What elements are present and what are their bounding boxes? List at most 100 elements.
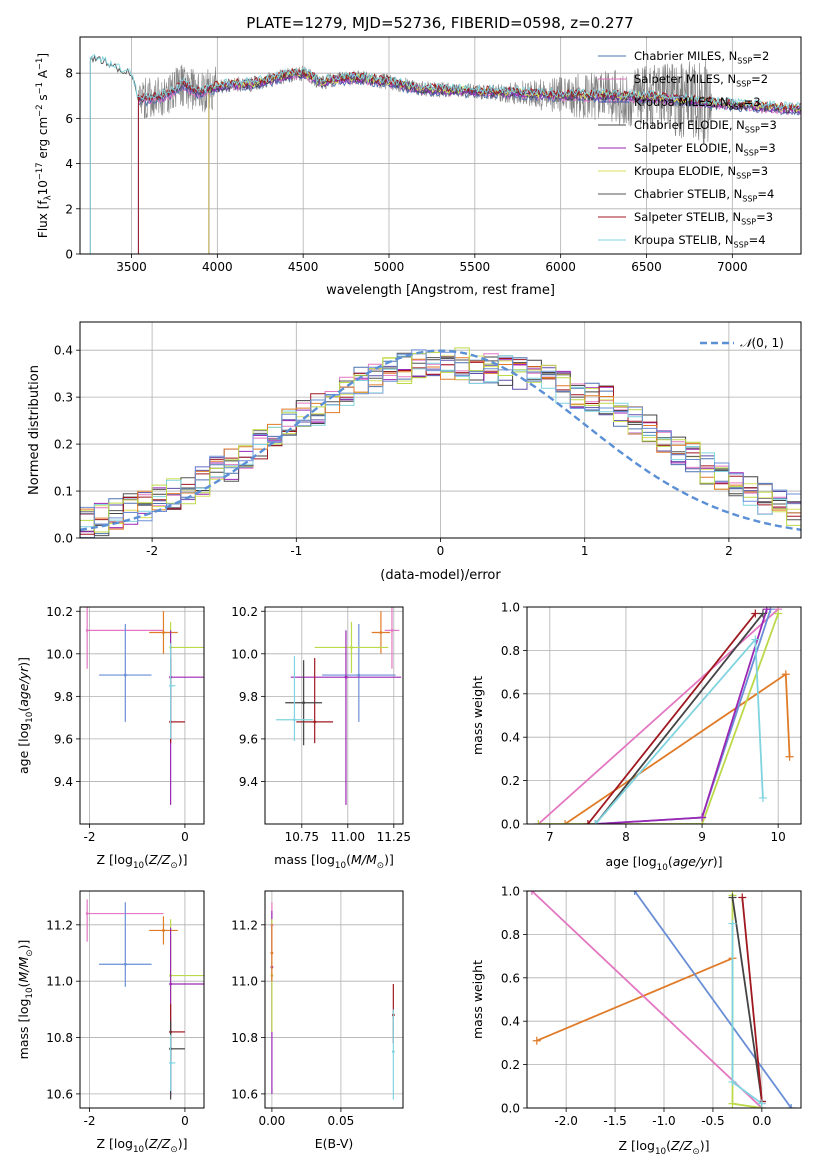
massweight-marker — [728, 1077, 737, 1086]
mass-z-xlabel-part: )] — [178, 1136, 188, 1151]
legend-entry: Kroupa STELIB, NSSP​=4 — [634, 233, 766, 249]
spectrum-ylabel-part: −1 — [34, 82, 44, 94]
massweight-vs-age-panel: 7 8 9 10 0.0 0.2 0.4 0.6 0.8 1.0 age [log10​(age/y… — [470, 601, 802, 873]
age-mass-xtick-label: 11.00 — [331, 830, 365, 844]
mw-z-ytick-label: 1.0 — [501, 885, 520, 899]
massweight-marker — [630, 891, 639, 895]
massweight-line — [633, 891, 792, 1108]
massweight-marker — [751, 635, 760, 644]
residuals-ytick-label: 0.3 — [54, 391, 73, 405]
mass-ebv-frame — [264, 890, 404, 1109]
mass-z-ytick-label: 11.0 — [46, 975, 73, 989]
spectrum-ylabel-part: λ — [43, 195, 53, 200]
mw-age-ytick-label: 1.0 — [501, 601, 520, 615]
age-z-xlabel-part: ( — [144, 852, 149, 867]
residuals-xlabel: (data-model)/error — [380, 568, 501, 583]
mw-age-ytick-label: 0.6 — [501, 687, 520, 701]
data-point — [391, 1050, 395, 1054]
mass-z-xlabel-part: Z [log — [97, 1136, 133, 1151]
mass-z-plot-area — [85, 899, 204, 1100]
mw-z-xtick-label: 0.0 — [752, 1114, 771, 1128]
residual-histogram — [80, 349, 801, 538]
mass-ebv-plot-area — [270, 902, 395, 1100]
mass-ebv-xtick-label: 0.05 — [328, 1114, 355, 1128]
spectrum-axes: 3500 4000 4500 5000 5500 6000 6500 7000 0 2 4 6 8 — [65, 36, 802, 274]
massweight-marker — [561, 820, 570, 824]
mass-ebv-ytick-label: 11.0 — [231, 975, 258, 989]
residuals-xtick-label: 0 — [437, 544, 445, 558]
legend-entry-part: =2 — [752, 49, 769, 63]
legend-entry-part: =3 — [760, 118, 777, 132]
mw-age-xlabel: age [log10​(age/yr)] — [605, 854, 722, 873]
model-spectrum-line — [89, 54, 801, 254]
mw-age-xtick-label: 9 — [698, 830, 706, 844]
residuals-legend: 𝒩(0, 1) — [700, 336, 784, 350]
age-z-ylabel-part: )] — [16, 657, 31, 667]
mass-z-xlabel-part: ( — [144, 1136, 149, 1151]
legend-entry-part: Kroupa STELIB, N — [634, 233, 734, 247]
massweight-marker — [751, 609, 760, 618]
legend-entry: Kroupa ELODIE, NSSP​=3 — [634, 164, 768, 180]
mw-z-ytick-label: 0.8 — [501, 928, 520, 942]
mass-z-ylabel-part: mass [log — [16, 999, 31, 1060]
age-z-axes: -2 0 9.4 9.6 9.8 10.0 10.2 — [46, 605, 205, 844]
age-mass-grid — [265, 607, 403, 824]
data-point — [302, 701, 306, 705]
massweight-marker — [774, 609, 783, 618]
data-point — [357, 673, 361, 677]
spectrum-xtick-label: 4000 — [202, 260, 233, 274]
legend-entry: Salpeter MILES, NSSP​=2 — [634, 72, 768, 88]
spectrum-xtick-label: 7000 — [717, 260, 748, 274]
figure-title: PLATE=1279, MJD=52736, FIBERID=0598, z=0… — [246, 14, 633, 32]
data-point — [85, 629, 89, 632]
mw-z-xlabel-part: Z [log — [619, 1138, 655, 1153]
legend-entry: Salpeter STELIB, NSSP​=3 — [634, 210, 773, 226]
legend-entry-part: Salpeter MILES, N — [634, 72, 736, 86]
mass-z-ylabel-part: )] — [16, 940, 31, 950]
mw-age-ytick-label: 0.4 — [501, 731, 520, 745]
spectrum-xlabel: wavelength [Angstrom, rest frame] — [326, 283, 555, 298]
age-z-xlabel-part: )] — [178, 852, 188, 867]
data-point — [169, 982, 173, 986]
residuals-plot-area — [80, 347, 801, 538]
spectrum-ytick-label: 6 — [65, 112, 73, 126]
massweight-vs-metallicity-panel: -2.0 -1.5 -1.0 -0.5 0.0 0.0 0.2 0.4 0.6 0.8 1.0 Z [… — [470, 885, 802, 1157]
mass-ebv-xtick-label: 0.00 — [259, 1114, 286, 1128]
mass-z-ytick-label: 10.8 — [46, 1031, 73, 1045]
age-mass-xtick-label: 11.25 — [377, 830, 411, 844]
massweight-marker — [527, 891, 536, 895]
spectrum-ylabel: Flux [fλ​10−17​ erg cm−2​ s−1​ A−1​] — [34, 53, 52, 238]
spectrum-ylabel-part: A — [36, 69, 50, 82]
massweight-marker — [762, 607, 771, 614]
residuals-ytick-label: 0.1 — [54, 485, 73, 499]
spectrum-ylabel-part: −2 — [34, 104, 44, 116]
age-z-xlabel-part: Z [log — [97, 852, 133, 867]
age-mass-xlabel-part: mass [log — [274, 852, 335, 867]
data-point — [344, 675, 348, 679]
massweight-line — [538, 613, 780, 824]
mw-z-xtick-label: -1.5 — [603, 1114, 626, 1128]
age-z-ytick-label: 10.2 — [46, 605, 73, 619]
mw-age-xlabel-part: ( — [668, 854, 673, 869]
residuals-xtick-label: 2 — [725, 544, 733, 558]
legend-entry-part: =3 — [751, 164, 768, 178]
spectrum-ytick-label: 8 — [65, 67, 73, 81]
spectrum-xtick-label: 6500 — [631, 260, 662, 274]
mass-z-ytick-label: 11.2 — [46, 918, 73, 932]
mass-z-ytick-label: 10.6 — [46, 1087, 73, 1101]
mass-z-ylabel-part: ( — [16, 983, 31, 988]
spectrum-xtick-label: 5000 — [374, 260, 405, 274]
spectrum-ylabel-part: Flux [f — [36, 200, 50, 238]
massweight-marker — [781, 670, 790, 679]
age-z-grid — [80, 607, 204, 824]
legend-entry: 𝒩(0, 1) — [740, 336, 784, 350]
model-spectrum-line — [89, 54, 801, 254]
mass-z-ylabel-part: 10 — [25, 987, 35, 998]
mw-z-xlabel: Z [log10​(Z/Z⊙​)] — [619, 1138, 710, 1157]
legend-entry-part: SSP — [741, 217, 756, 226]
age-z-ylabel-part: age [log — [16, 723, 31, 774]
spectrum-xtick-label: 5500 — [460, 260, 491, 274]
age-z-xlabel-part: Z/Z — [148, 852, 171, 867]
mw-age-ytick-label: 0.8 — [501, 644, 520, 658]
